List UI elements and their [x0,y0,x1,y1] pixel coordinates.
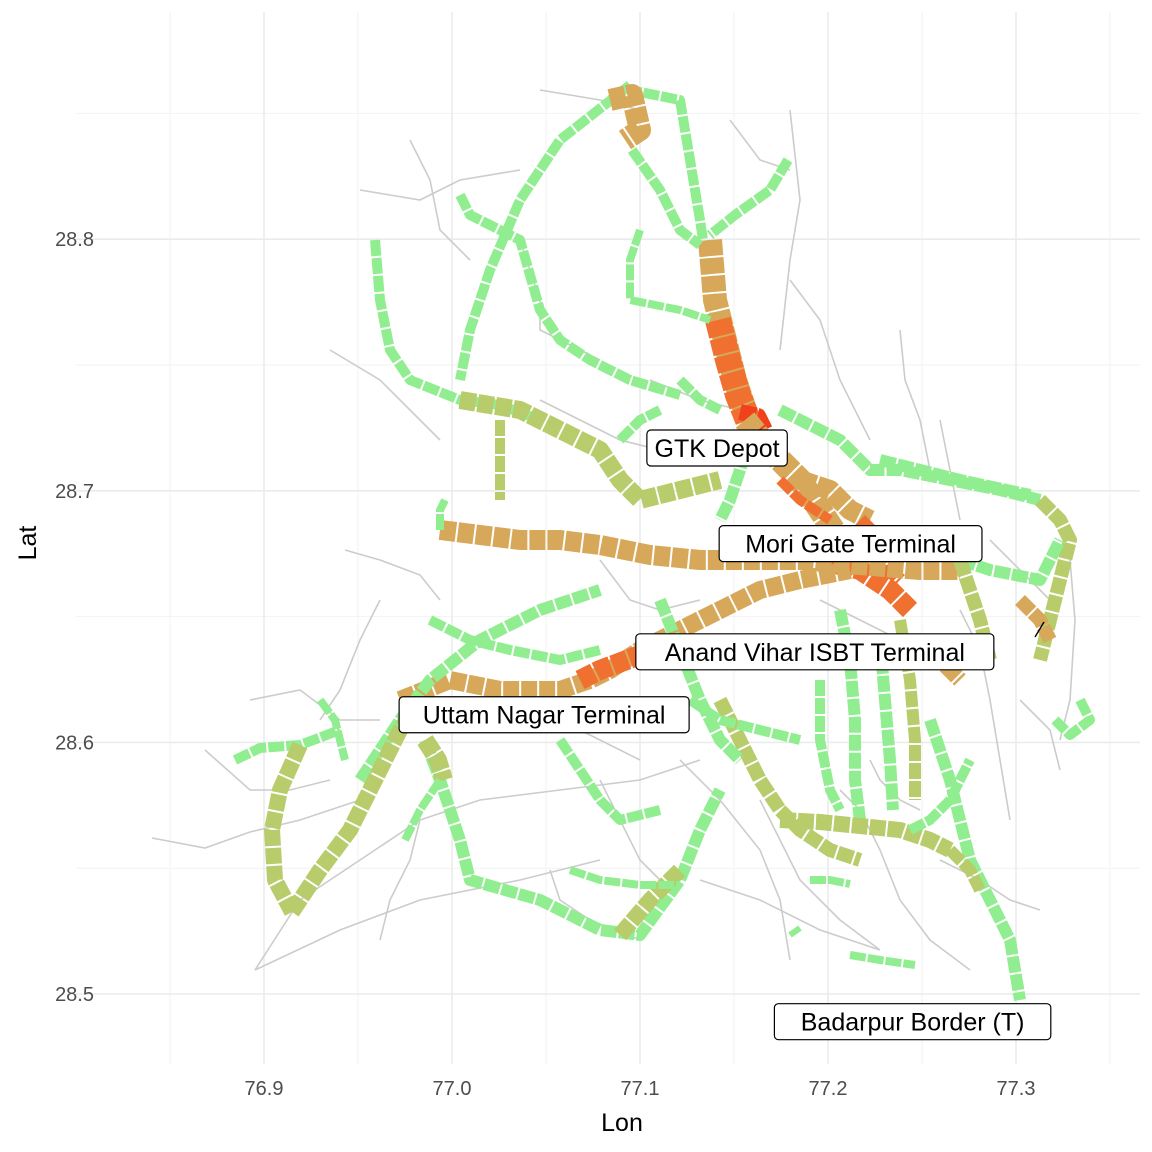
label-box [773,1003,1052,1041]
route-segment [945,845,986,893]
terminal-label: Badarpur Border (T) [773,1003,1052,1041]
route-segment [687,695,802,745]
label-box [635,633,995,671]
route-segment [810,876,851,888]
route-segment [1051,697,1095,740]
base-road [759,799,881,951]
route-segment [796,470,875,529]
base-road [899,329,931,471]
terminal-label: Uttam Nagar Terminal [398,696,690,734]
x-tick-label: 77.3 [997,1078,1036,1100]
base-road [1019,699,1061,771]
route-segment [924,718,1026,1001]
base-road [599,559,701,611]
route-load-segments [232,81,1095,1001]
route-segment [616,405,663,444]
base-road [839,789,971,971]
base-road [1059,559,1076,741]
terminal-label: GTK Depot [646,429,788,467]
route-segment [626,228,712,324]
base-road [789,279,871,441]
base-road [679,759,791,961]
y-tick-label: 28.6 [55,732,94,754]
route-segment [676,376,723,415]
base-road [779,109,801,351]
y-axis-title: Lat [14,526,42,561]
base-road [699,879,881,951]
base-road [344,549,441,601]
route-segment [436,498,449,530]
route-segment [788,925,802,938]
x-tick-label: 77.1 [621,1078,660,1100]
route-segment [370,239,542,425]
route-segment [458,391,723,509]
y-tick-label: 28.8 [55,229,94,251]
route-segment [607,84,651,150]
terminal-label: Mori Gate Terminal [718,525,983,563]
route-segment [627,147,703,249]
terminal-label-text: Mori Gate Terminal [745,531,956,559]
route-segment [264,741,308,916]
base-road [359,169,521,201]
label-leader-line [1034,621,1045,638]
base-road [599,779,661,881]
base-road [249,689,380,721]
x-axis-title: Lon [601,1109,643,1137]
terminal-label: Anand Vihar ISBT Terminal [635,633,995,671]
route-segment [706,157,793,239]
base-road [329,349,441,441]
label-box [398,696,690,734]
x-tick-label: 77.0 [433,1078,472,1100]
route-segment [455,81,634,381]
route-segment [613,864,686,941]
route-segment [401,777,444,842]
x-tick-label: 77.2 [809,1078,848,1100]
route-segment [568,866,680,889]
base-road [939,859,1041,911]
route-segment [419,737,726,941]
terminal-labels: GTK Depot Mori Gate Terminal Anand Vihar I… [398,429,1052,1041]
terminal-label-text: GTK Depot [655,435,780,463]
base-road [379,819,421,941]
route-segment [438,520,960,580]
route-segment [849,951,916,969]
terminal-label-text: Uttam Nagar Terminal [423,702,666,730]
base-road [539,399,661,451]
route-segment [779,812,954,858]
y-tick-label: 28.5 [55,984,94,1006]
terminal-label-text: Anand Vihar ISBT Terminal [665,639,965,667]
route-segment [713,696,863,867]
route-segment [575,645,644,689]
route-segment [417,735,453,783]
route-segment [455,192,682,400]
route-segment [958,537,1066,586]
base-road [409,139,471,261]
route-segment [427,615,602,665]
label-box [718,525,983,563]
base-road [254,859,601,971]
route-segment [1015,595,1057,644]
x-tick-label: 76.9 [245,1078,284,1100]
route-segment [878,454,1032,501]
terminal-label-text: Badarpur Border (T) [801,1009,1025,1037]
route-segment [232,725,342,765]
route-segment [316,697,349,761]
base-road [204,749,331,791]
route-segment [776,476,833,525]
base-road [939,419,961,521]
y-axis-ticks: 28.5 28.6 28.7 28.8 [55,229,94,1006]
route-segment [815,680,845,813]
route-segment [555,737,662,825]
label-box [646,429,788,467]
base-road [151,799,361,849]
x-axis-ticks: 76.9 77.0 77.1 77.2 77.3 [245,1078,1036,1100]
y-tick-label: 28.7 [55,481,94,503]
route-segment [907,757,975,835]
base-road [319,599,381,721]
